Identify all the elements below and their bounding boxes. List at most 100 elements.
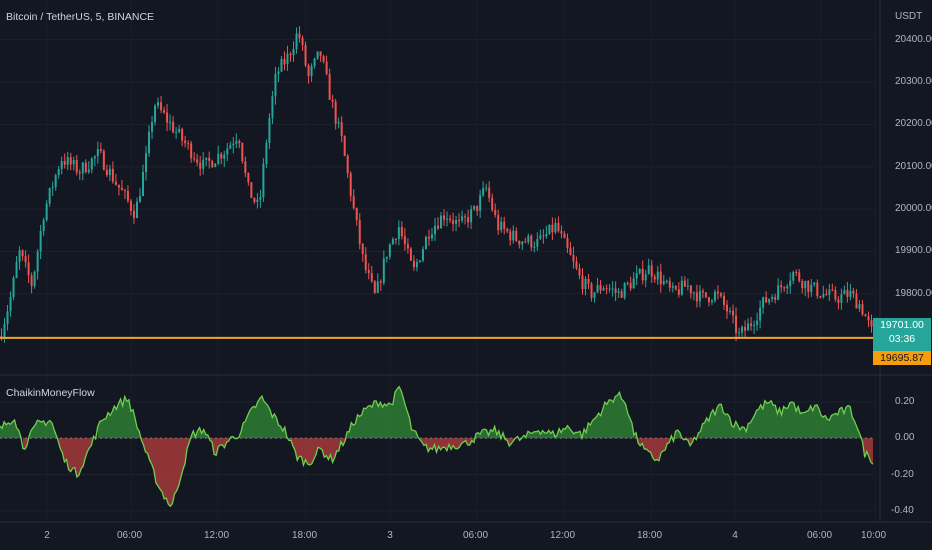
candle-body xyxy=(698,290,701,302)
candle-body xyxy=(114,181,117,185)
candle-body xyxy=(792,271,795,281)
candle-body xyxy=(647,265,650,275)
candle-body xyxy=(48,188,51,204)
candle-body xyxy=(716,291,719,294)
candle-body xyxy=(443,215,446,220)
candle-body xyxy=(765,297,768,303)
candle-body xyxy=(518,240,521,245)
candle-body xyxy=(81,162,84,174)
candle-body xyxy=(623,283,626,298)
candle-body xyxy=(307,65,310,77)
candle-body xyxy=(292,49,295,56)
candle-body xyxy=(713,291,716,301)
candle-body xyxy=(391,238,394,245)
candle-body xyxy=(178,128,181,132)
candle-body xyxy=(105,169,108,176)
candle-body xyxy=(491,197,494,211)
indicator-tick-label: -0.20 xyxy=(891,468,914,480)
candle-body xyxy=(202,159,205,169)
candle-body xyxy=(662,281,665,285)
price-tick-label: 19900.00 xyxy=(895,245,932,257)
candle-body xyxy=(786,286,789,289)
price-tick-label: 19800.00 xyxy=(895,287,932,299)
candle-body xyxy=(867,316,870,321)
candle-body xyxy=(455,220,458,224)
candle-body xyxy=(286,53,289,65)
candle-body xyxy=(316,51,319,59)
candle-body xyxy=(626,283,629,285)
time-tick-label: 12:00 xyxy=(204,530,230,541)
candle-body xyxy=(120,187,123,191)
candle-body xyxy=(409,248,412,261)
candle-body xyxy=(322,56,325,62)
candle-body xyxy=(837,299,840,303)
candle-body xyxy=(418,260,421,263)
candle-body xyxy=(599,285,602,291)
candle-body xyxy=(151,122,154,132)
candle-body xyxy=(461,216,464,221)
candle-body xyxy=(244,161,247,173)
candle-body xyxy=(608,288,611,290)
candle-body xyxy=(747,323,750,331)
candle-body xyxy=(701,290,704,293)
candle-body xyxy=(211,160,214,168)
candle-body xyxy=(750,323,753,327)
candle-body xyxy=(722,295,725,305)
price-tick-label: 20300.00 xyxy=(895,76,932,87)
candle-body xyxy=(617,291,620,293)
candle-body xyxy=(295,33,298,50)
candle-body xyxy=(256,199,259,202)
candle-body xyxy=(154,105,157,123)
candle-body xyxy=(572,255,575,262)
candle-body xyxy=(277,71,280,74)
candle-body xyxy=(247,172,250,183)
candle-body xyxy=(21,250,24,257)
candle-body xyxy=(650,265,653,277)
candle-body xyxy=(759,307,762,321)
candle-body xyxy=(464,216,467,218)
candle-body xyxy=(148,131,151,154)
candle-body xyxy=(421,249,424,261)
time-tick-label: 3 xyxy=(387,530,393,541)
last-price-label: 19701.00 03:36 xyxy=(873,318,931,352)
candle-body xyxy=(831,289,834,291)
symbol-title: Bitcoin / TetherUS, 5, BINANCE xyxy=(6,11,155,23)
candle-body xyxy=(569,247,572,256)
candle-body xyxy=(214,163,217,168)
candle-body xyxy=(783,287,786,289)
time-tick-label: 12:00 xyxy=(550,530,576,541)
candle-body xyxy=(265,142,268,164)
candle-body xyxy=(638,268,641,274)
candle-body xyxy=(268,117,271,143)
candle-body xyxy=(220,153,223,159)
candle-body xyxy=(614,288,617,293)
candle-body xyxy=(433,225,436,235)
candle-body xyxy=(674,286,677,290)
candle-body xyxy=(385,256,388,259)
candle-body xyxy=(704,292,707,298)
candle-body xyxy=(241,143,244,162)
candle-body xyxy=(403,236,406,245)
candle-body xyxy=(232,143,235,146)
candle-body xyxy=(184,140,187,144)
last-price-value: 19701.00 xyxy=(880,319,924,331)
candle-body xyxy=(223,154,226,159)
candle-body xyxy=(217,153,220,164)
candle-body xyxy=(349,173,352,197)
candle-body xyxy=(689,285,692,294)
candle-body xyxy=(379,281,382,283)
candle-body xyxy=(313,58,316,67)
candle-body xyxy=(735,315,738,334)
candle-body xyxy=(449,218,452,221)
candle-body xyxy=(60,161,63,170)
candle-body xyxy=(692,292,695,294)
candle-body xyxy=(581,275,584,290)
candle-body xyxy=(33,271,36,287)
time-tick-label: 4 xyxy=(732,530,738,541)
candle-body xyxy=(187,143,190,145)
candle-body xyxy=(729,310,732,312)
candle-body xyxy=(768,298,771,303)
candle-body xyxy=(172,121,175,133)
candle-body xyxy=(253,198,256,202)
